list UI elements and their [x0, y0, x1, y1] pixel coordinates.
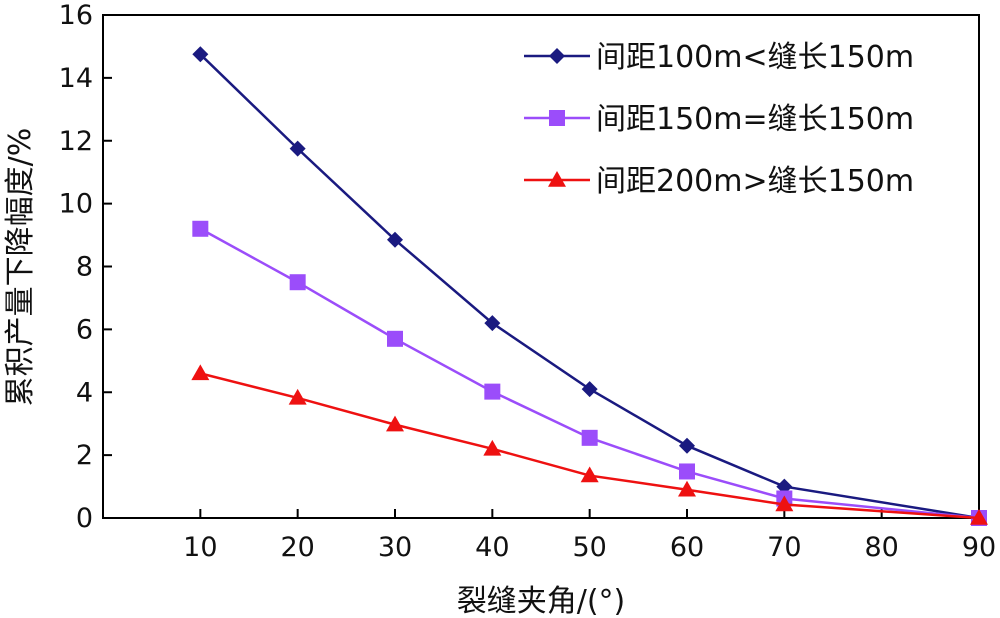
y-tick-label: 16: [59, 0, 93, 31]
data-point: [679, 437, 695, 454]
legend-label: 间距100m<缝长150m: [596, 40, 914, 75]
plot-area-frame: [102, 14, 980, 519]
series-line: [199, 227, 980, 520]
data-point: [775, 495, 794, 512]
y-axis: 0 2 4 6 8 10 12 14 16: [59, 0, 112, 534]
y-tick-label: 10: [59, 189, 93, 220]
legend-marker: [549, 48, 565, 64]
y-tick-label: 12: [59, 126, 93, 157]
legend-item: 间距200m>缝长150m: [524, 164, 914, 199]
data-point: [581, 429, 598, 446]
x-tick-label: 70: [767, 532, 801, 563]
series-layer: [191, 46, 988, 526]
x-tick-label: 60: [670, 532, 704, 563]
x-axis-title: 裂缝夹角/(°): [457, 584, 626, 618]
y-axis-title: 累积产量下降幅度/%: [3, 128, 38, 407]
data-point: [679, 463, 695, 480]
data-point: [192, 46, 209, 63]
series-line: [200, 372, 980, 520]
data-point: [970, 509, 988, 525]
legend-marker: [548, 171, 566, 187]
data-point: [580, 466, 599, 483]
legend-label: 间距200m>缝长150m: [596, 164, 914, 199]
legend-item: 间距150m=缝长150m: [524, 102, 914, 137]
data-point: [386, 415, 404, 432]
data-point: [484, 315, 501, 332]
y-tick-label: 4: [76, 377, 93, 408]
series-3: [191, 364, 988, 525]
x-axis: 10 20 30 40 50 60 70 80 90: [183, 509, 996, 563]
legend-marker: [549, 110, 565, 126]
data-point: [484, 383, 501, 400]
data-point: [581, 381, 598, 398]
data-point: [192, 220, 209, 237]
data-point: [678, 480, 696, 497]
legend: 间距100m<缝长150m 间距150m=缝长150m 间距200m>缝长150m: [524, 40, 914, 199]
series-line: [199, 53, 980, 520]
legend-label: 间距150m=缝长150m: [596, 102, 914, 137]
y-tick-label: 6: [76, 314, 93, 345]
data-point: [288, 388, 307, 405]
y-tick-label: 14: [59, 63, 93, 94]
x-tick-label: 30: [378, 532, 412, 563]
x-tick-label: 20: [280, 532, 314, 563]
legend-item: 间距100m<缝长150m: [524, 40, 914, 75]
data-point: [289, 274, 306, 291]
y-tick-label: 8: [76, 252, 93, 283]
x-tick-label: 90: [962, 532, 996, 563]
x-tick-label: 80: [864, 532, 898, 563]
data-point: [387, 330, 403, 347]
x-tick-label: 10: [183, 532, 217, 563]
data-point: [191, 364, 210, 381]
y-tick-label: 2: [76, 440, 93, 471]
x-tick-label: 40: [475, 532, 509, 563]
data-point: [483, 439, 502, 456]
data-point: [289, 140, 306, 157]
x-tick-label: 50: [572, 532, 606, 563]
y-tick-label: 0: [76, 503, 93, 534]
data-point: [387, 231, 403, 248]
